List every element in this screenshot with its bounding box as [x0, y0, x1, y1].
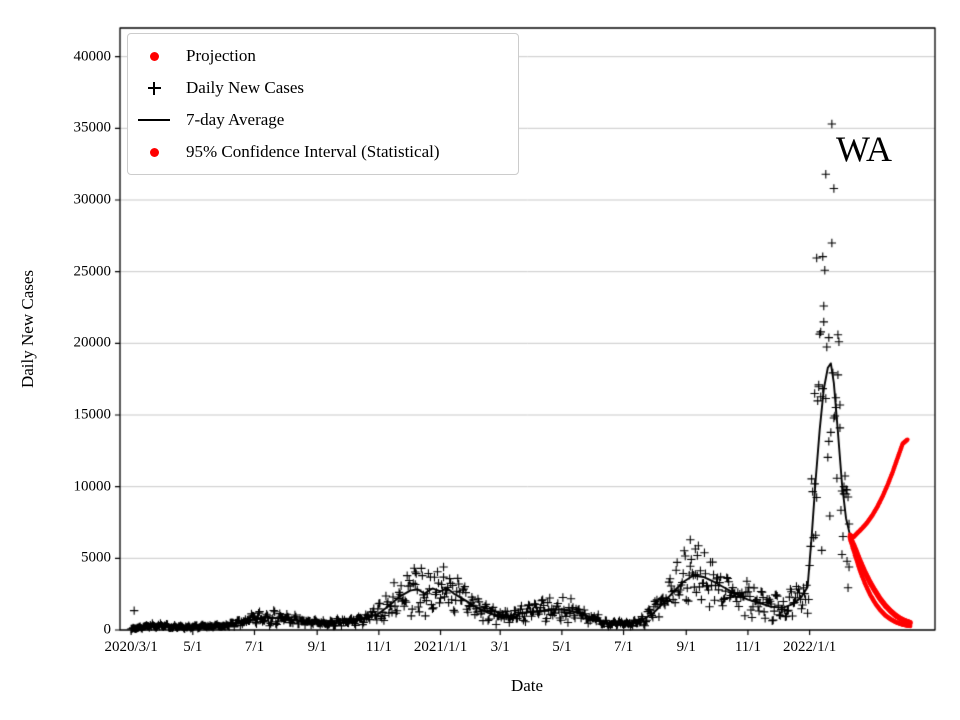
x-axis-label: Date — [510, 676, 544, 695]
red-dot-marker-icon — [149, 147, 159, 157]
legend-item-confidence-interval: 95% Confidence Interval (Statistical) — [128, 142, 518, 162]
legend-label-projection: Projection — [186, 46, 256, 65]
legend: Projection Daily New Cases 7-day Average… — [127, 33, 519, 175]
legend-marker-cell — [128, 119, 180, 121]
x-tick-label: 7/1 — [613, 639, 634, 655]
x-tick-label: 9/1 — [676, 639, 696, 655]
y-tick-label: 20000 — [73, 334, 112, 351]
y-tick-label: 25000 — [73, 263, 112, 280]
red-dot-marker-icon — [149, 51, 159, 61]
y-tick-label: 0 — [103, 621, 112, 638]
plus-marker-icon — [147, 81, 161, 95]
legend-item-7-day-average: 7-day Average — [128, 110, 518, 130]
x-tick-label: 9/1 — [307, 639, 327, 655]
x-tick-label: 5/1 — [552, 639, 572, 655]
y-tick-label: 5000 — [81, 549, 111, 566]
x-tick-label: 11/1 — [365, 639, 392, 655]
y-tick-label: 40000 — [73, 48, 112, 65]
x-tick-label: 7/1 — [244, 639, 265, 655]
legend-label-confidence-interval: 95% Confidence Interval (Statistical) — [186, 142, 440, 161]
y-tick-label: 15000 — [73, 406, 112, 423]
legend-label-7-day-average: 7-day Average — [186, 110, 285, 129]
x-tick-label: 11/1 — [734, 639, 761, 655]
legend-marker-cell — [128, 51, 180, 61]
x-tick-label: 2021/1/1 — [413, 639, 468, 655]
y-tick-label: 35000 — [73, 119, 112, 136]
legend-item-daily-new-cases: Daily New Cases — [128, 78, 518, 98]
x-tick-label: 5/1 — [183, 639, 203, 655]
state-annotation: WA — [836, 129, 892, 169]
legend-marker-cell — [128, 81, 180, 95]
x-tick-label: 3/1 — [490, 639, 510, 655]
x-tick-label: 2022/1/1 — [782, 639, 837, 655]
legend-item-projection: Projection — [128, 46, 518, 66]
y-tick-label: 30000 — [73, 191, 112, 208]
y-tick-label: 10000 — [73, 478, 112, 495]
y-axis-label: Daily New Cases — [18, 269, 37, 389]
line-marker-icon — [138, 119, 170, 121]
legend-label-daily-new-cases: Daily New Cases — [186, 78, 305, 97]
legend-marker-cell — [128, 147, 180, 157]
x-tick-label: 2020/3/1 — [104, 639, 158, 655]
